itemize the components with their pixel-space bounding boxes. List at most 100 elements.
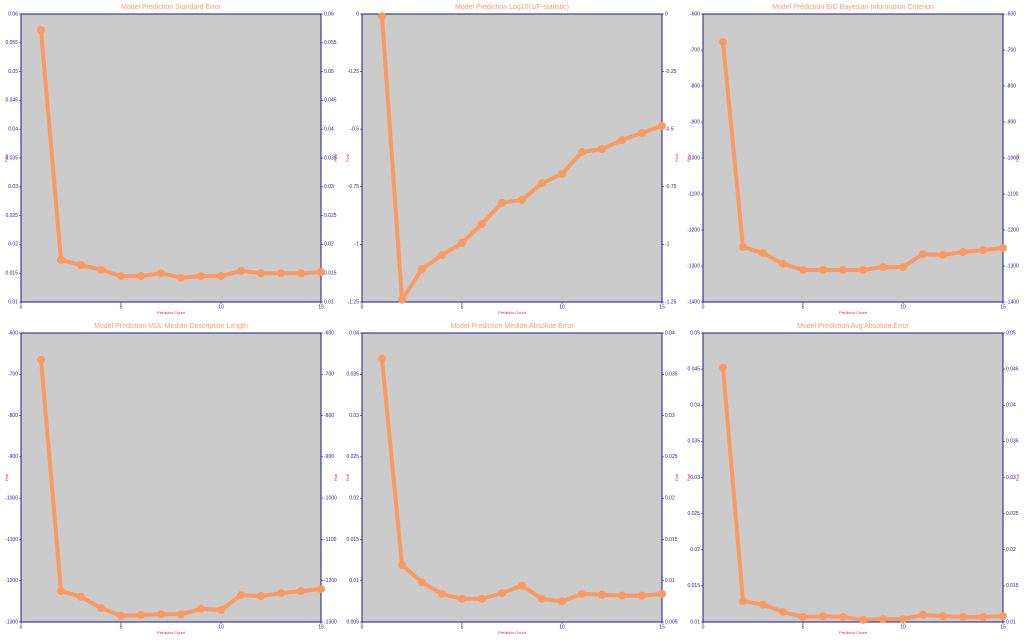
data-point: [277, 269, 285, 278]
data-point: [498, 198, 506, 207]
data-point: [658, 121, 666, 130]
data-point: [959, 612, 967, 621]
data-point: [558, 597, 566, 606]
y2-tick-label: 0.015: [1006, 583, 1019, 589]
data-point: [458, 239, 466, 248]
y2-tick-label: 0.05: [324, 69, 334, 75]
data-point: [538, 179, 546, 188]
y-tick-label: -1100: [688, 191, 701, 197]
y-tick-label: -900: [690, 119, 700, 125]
y-tick-label: 0.02: [349, 495, 359, 501]
y2-tick-label: 0.01: [1006, 619, 1016, 625]
data-point: [638, 591, 646, 600]
y2-tick-label: -0.25: [665, 69, 677, 75]
y-tick-label: 0.055: [5, 40, 18, 46]
y-tick-label: -1300: [5, 619, 18, 625]
x-tick-label: 10: [900, 304, 906, 310]
y2-tick-label: -900: [1006, 119, 1016, 125]
y2-tick-label: 0: [665, 11, 668, 17]
data-point: [518, 195, 526, 204]
data-point: [418, 578, 426, 587]
y-tick-label: 0.035: [687, 439, 700, 445]
y-tick-label: 0.02: [8, 242, 18, 248]
data-point: [157, 269, 165, 278]
data-point: [378, 354, 386, 363]
x-tick-label: 10: [218, 624, 224, 630]
data-point: [217, 606, 225, 615]
x-axis-label: Predictor Count: [157, 310, 186, 315]
data-point: [759, 249, 767, 258]
y2-tick-label: -1300: [1006, 263, 1019, 269]
y-tick-label: 0.015: [5, 271, 18, 277]
data-point: [277, 589, 285, 598]
x-tick-label: 15: [318, 624, 324, 630]
x-tick-label: 0: [20, 304, 23, 310]
x-axis-label: Predictor Count: [498, 630, 527, 635]
data-point: [839, 265, 847, 274]
y-tick-label: -800: [8, 413, 18, 419]
y2-tick-label: -900: [324, 454, 334, 460]
x-tick-label: 10: [900, 624, 906, 630]
y-tick-label: 0.05: [690, 330, 700, 336]
x-tick-label: 0: [20, 624, 23, 630]
chart-title: Model Prediction Avg Absolute Error: [797, 323, 910, 330]
data-point: [458, 594, 466, 603]
y-tick-label: 0.035: [5, 155, 18, 161]
y-tick-label: 0.03: [8, 184, 18, 190]
data-point: [538, 594, 546, 603]
data-point: [57, 587, 65, 596]
data-point: [137, 610, 145, 619]
data-point: [37, 26, 45, 35]
y2-tick-label: -800: [324, 413, 334, 419]
x-tick-label: 15: [1000, 624, 1006, 630]
data-point: [638, 128, 646, 137]
y2-tick-label: 0.045: [1006, 366, 1019, 372]
chart-title: Model Prediction Standard Error: [121, 4, 222, 11]
y2-axis-label: Fval: [674, 154, 679, 162]
y2-axis-label: Fval: [1015, 474, 1020, 482]
data-point: [779, 259, 787, 268]
data-point: [939, 612, 947, 621]
x-tick-label: 5: [461, 624, 464, 630]
data-point: [658, 589, 666, 598]
data-point: [237, 591, 245, 600]
chart-title: Model Prediction MDL Median Description …: [94, 323, 248, 330]
data-point: [979, 612, 987, 621]
y-tick-label: -600: [690, 11, 700, 17]
plot-area: [702, 332, 1004, 623]
data-point: [999, 612, 1007, 621]
data-point: [578, 589, 586, 598]
y2-tick-label: 0.015: [665, 537, 678, 543]
y2-tick-label: 0.02: [665, 495, 675, 501]
y2-tick-label: 0.01: [665, 578, 675, 584]
data-point: [177, 610, 185, 619]
data-point: [739, 597, 747, 606]
y2-tick-label: -1200: [1006, 227, 1019, 233]
y-tick-label: -0.25: [348, 69, 360, 75]
data-point: [578, 148, 586, 157]
data-point: [157, 610, 165, 619]
y2-tick-label: 0.005: [665, 619, 678, 625]
y2-tick-label: -0.5: [665, 127, 674, 133]
data-point: [719, 363, 727, 372]
data-point: [378, 12, 386, 21]
y2-tick-label: -600: [324, 330, 334, 336]
y-tick-label: 0.045: [5, 98, 18, 104]
y-tick-label: -1: [355, 242, 360, 248]
y-tick-label: 0.03: [690, 475, 700, 481]
data-point: [779, 607, 787, 616]
plot-area: [20, 13, 322, 303]
chart-title: Model Prediction BIC Bayesian Informatio…: [772, 4, 934, 11]
data-point: [398, 295, 406, 304]
y-axis-label: Fval: [686, 474, 691, 482]
data-point: [739, 242, 747, 251]
data-point: [137, 272, 145, 281]
y-axis-label: Fval: [345, 154, 350, 162]
y2-tick-label: 0.02: [324, 242, 334, 248]
x-tick-label: 15: [659, 624, 665, 630]
y-tick-label: 0.04: [8, 127, 18, 133]
y2-tick-label: -1300: [324, 619, 337, 625]
y2-tick-label: 0.025: [1006, 511, 1019, 517]
y2-tick-label: 0.03: [665, 413, 675, 419]
